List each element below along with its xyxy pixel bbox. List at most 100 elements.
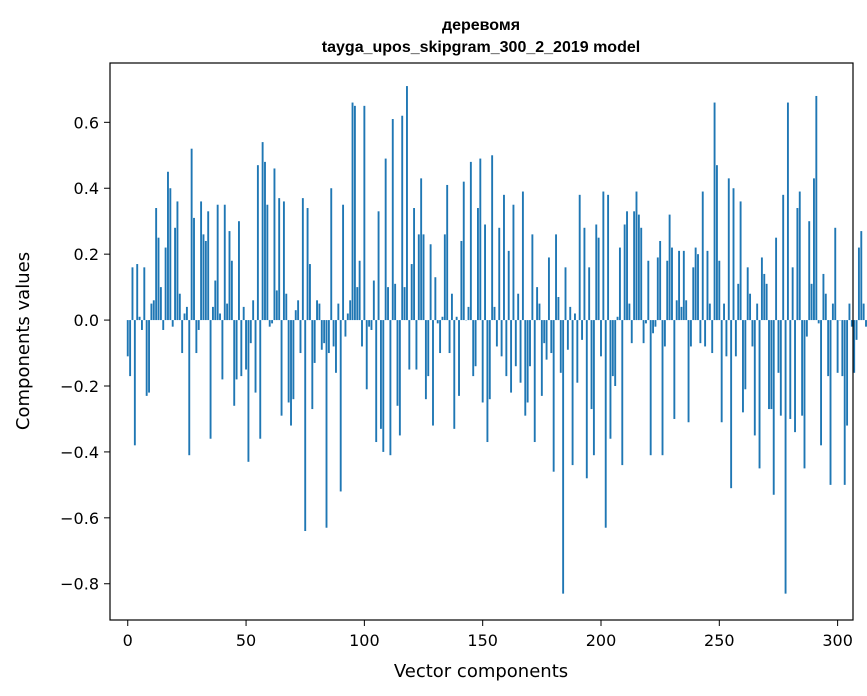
x-axis-label: Vector components (394, 661, 568, 682)
bar (569, 306, 572, 321)
bar (145, 320, 148, 396)
bar (647, 260, 650, 321)
bar (346, 313, 349, 321)
bar (278, 198, 281, 321)
bar (789, 320, 792, 419)
bar (645, 320, 647, 324)
bar (571, 320, 574, 466)
bar (268, 320, 271, 327)
bar (865, 320, 867, 327)
bar (299, 320, 302, 354)
bar (770, 320, 773, 410)
bar (685, 300, 688, 321)
bar (692, 267, 695, 321)
bar (429, 244, 432, 321)
bar (363, 105, 366, 321)
bar (183, 313, 186, 321)
bar (398, 320, 401, 436)
bar (768, 320, 770, 410)
bar (266, 204, 269, 321)
bar (422, 234, 425, 321)
bar (782, 194, 785, 321)
bar (162, 320, 165, 330)
bar (432, 320, 434, 426)
bar (167, 171, 169, 321)
bar (356, 287, 359, 321)
bar (749, 293, 752, 321)
bar (190, 148, 193, 321)
bar (578, 194, 581, 321)
bar (538, 303, 541, 321)
bar (652, 320, 654, 334)
bar (517, 293, 520, 321)
bar (732, 188, 735, 321)
plot-frame (109, 62, 854, 621)
bar (434, 277, 437, 321)
bar (510, 320, 513, 393)
bar (249, 320, 252, 344)
bar (725, 320, 728, 357)
bar (155, 208, 158, 321)
y-tick-label: −0.6 (60, 509, 99, 528)
bar (202, 234, 205, 321)
bar (396, 320, 399, 406)
bar (574, 313, 576, 321)
bar (323, 320, 326, 344)
bar (242, 306, 245, 321)
bar (600, 320, 602, 357)
bar (505, 320, 508, 377)
bar (673, 320, 676, 419)
bar (238, 221, 240, 321)
bar (805, 320, 808, 337)
bar (689, 320, 692, 347)
bar (481, 320, 484, 403)
bar (521, 191, 524, 321)
bar (687, 320, 690, 423)
bar (621, 320, 624, 466)
bar (169, 188, 172, 321)
bar (228, 231, 231, 321)
bar (808, 221, 811, 321)
bar (413, 208, 416, 321)
chart-subtitle: tayga_upos_skipgram_300_2_2019 model (322, 39, 640, 56)
x-tick-label: 100 (349, 631, 380, 650)
bar (391, 119, 394, 321)
bar (264, 161, 266, 321)
bar (209, 320, 212, 439)
bar (384, 158, 387, 321)
bar (219, 313, 221, 321)
bar (614, 320, 617, 386)
bar (318, 303, 321, 321)
bar (533, 320, 536, 443)
chart-title: деревомя (442, 17, 520, 34)
bar (185, 306, 188, 321)
x-tick-label: 0 (123, 631, 133, 650)
bar (628, 303, 631, 321)
bar (607, 194, 610, 321)
bar (285, 293, 288, 321)
bar (230, 260, 233, 321)
bar (564, 267, 567, 321)
bar (585, 320, 588, 479)
bar (739, 201, 742, 321)
bar (403, 287, 406, 321)
bar (382, 320, 385, 452)
bar (197, 320, 200, 330)
bar (233, 320, 236, 406)
bar (294, 310, 297, 321)
bar (524, 320, 527, 416)
bar (813, 178, 815, 321)
bar (543, 320, 546, 344)
bar (694, 247, 697, 321)
y-axis-label: Components values (13, 252, 34, 430)
bar (784, 320, 787, 594)
bar (656, 257, 659, 321)
bar (779, 320, 782, 416)
bar (801, 320, 804, 416)
bar (815, 95, 818, 321)
bar (850, 320, 853, 327)
x-tick-label: 200 (586, 631, 617, 650)
bar (611, 320, 614, 377)
bar (443, 234, 446, 321)
